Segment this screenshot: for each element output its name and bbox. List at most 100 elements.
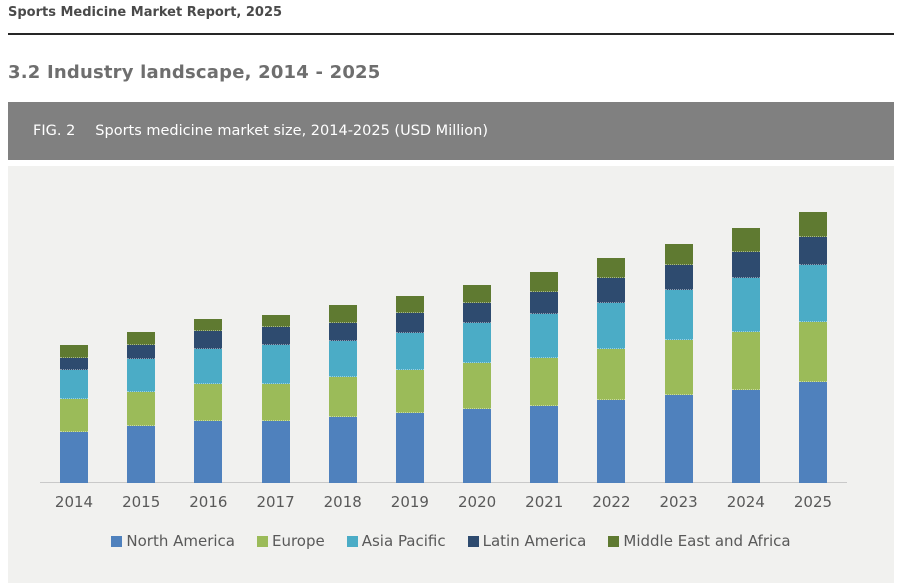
bar-segment-middle-east-and-africa bbox=[463, 285, 492, 303]
bar-segment-middle-east-and-africa bbox=[261, 315, 290, 327]
bar-segment-north-america bbox=[194, 421, 223, 483]
bar-segment-europe bbox=[463, 363, 492, 409]
bar-segment-asia-pacific bbox=[261, 345, 290, 384]
bar-segment-latin-america bbox=[798, 237, 827, 265]
x-axis-label: 2014 bbox=[54, 493, 94, 511]
bar-segment-north-america bbox=[463, 409, 492, 483]
bar-segment-europe bbox=[127, 392, 156, 426]
bar-segment-latin-america bbox=[530, 292, 559, 314]
bar-segment-middle-east-and-africa bbox=[60, 345, 88, 358]
bar-segment-north-america bbox=[328, 417, 357, 483]
bar-segment-north-america bbox=[261, 421, 290, 483]
bar-segment-latin-america bbox=[664, 265, 693, 290]
bar-segment-middle-east-and-africa bbox=[664, 244, 693, 265]
bar-segment-north-america bbox=[731, 390, 760, 483]
bar-2021 bbox=[530, 272, 559, 483]
bar-segment-latin-america bbox=[463, 303, 492, 323]
bar-segment-north-america bbox=[597, 400, 626, 483]
x-axis-label: 2019 bbox=[390, 493, 429, 511]
legend-item-middle-east-and-africa: Middle East and Africa bbox=[608, 532, 791, 550]
chart-legend: North America Europe Asia Pacific Latin Ame… bbox=[8, 532, 894, 550]
bar-2022 bbox=[597, 258, 626, 483]
legend-swatch-icon bbox=[608, 535, 620, 547]
legend-swatch-icon bbox=[111, 535, 123, 547]
figure-caption-bar: FIG. 2 Sports medicine market size, 2014… bbox=[8, 102, 894, 160]
x-axis-label: 2017 bbox=[256, 493, 295, 511]
legend-item-asia-pacific: Asia Pacific bbox=[346, 532, 446, 550]
legend-swatch-icon bbox=[346, 535, 358, 547]
x-axis-label: 2023 bbox=[659, 493, 698, 511]
bar-segment-europe bbox=[731, 332, 760, 390]
bar-2018 bbox=[328, 305, 357, 483]
x-axis-labels: 2014 2015 2016 2017 2018 2019 2020 2021 2022 2023… bbox=[8, 493, 894, 513]
bar-segment-europe bbox=[798, 322, 827, 382]
bar-segment-europe bbox=[328, 377, 357, 417]
plot-area bbox=[8, 166, 894, 483]
bar-segment-latin-america bbox=[194, 331, 223, 349]
figure-title: Sports medicine market size, 2014-2025 (… bbox=[95, 123, 489, 139]
legend-swatch-icon bbox=[467, 535, 479, 547]
bar-2024 bbox=[731, 228, 760, 483]
bar-segment-north-america bbox=[664, 395, 693, 483]
chart-panel: 2014 2015 2016 2017 2018 2019 2020 2021 2022 2023… bbox=[8, 166, 894, 583]
bar-segment-north-america bbox=[798, 382, 827, 483]
bar-segment-north-america bbox=[127, 426, 156, 483]
legend-item-europe: Europe bbox=[256, 532, 325, 550]
bar-segment-middle-east-and-africa bbox=[597, 258, 626, 278]
bar-segment-europe bbox=[395, 370, 424, 413]
bar-segment-asia-pacific bbox=[127, 359, 156, 392]
bar-2023 bbox=[664, 244, 693, 483]
bar-segment-europe bbox=[530, 358, 559, 406]
section-title: 3.2 Industry landscape, 2014 - 2025 bbox=[8, 62, 381, 83]
header-divider bbox=[8, 33, 894, 35]
bar-segment-middle-east-and-africa bbox=[127, 332, 156, 345]
legend-swatch-icon bbox=[256, 535, 268, 547]
bar-segment-asia-pacific bbox=[731, 278, 760, 332]
x-axis-label: 2016 bbox=[189, 493, 228, 511]
x-axis-label: 2025 bbox=[793, 493, 833, 511]
bar-segment-middle-east-and-africa bbox=[328, 305, 357, 323]
legend-label: Europe bbox=[271, 532, 325, 550]
bar-segment-asia-pacific bbox=[798, 265, 827, 322]
bar-segment-middle-east-and-africa bbox=[194, 319, 223, 331]
bar-segment-latin-america bbox=[60, 358, 88, 370]
bar-segment-europe bbox=[194, 384, 223, 421]
bar-segment-north-america bbox=[395, 413, 424, 483]
legend-label: Asia Pacific bbox=[361, 532, 446, 550]
bar-segment-europe bbox=[60, 399, 88, 432]
bar-segment-asia-pacific bbox=[463, 323, 492, 363]
bar-segment-latin-america bbox=[261, 327, 290, 345]
legend-label: Middle East and Africa bbox=[623, 532, 791, 550]
bar-segment-middle-east-and-africa bbox=[395, 296, 424, 313]
bar-segment-latin-america bbox=[731, 252, 760, 278]
figure-number: FIG. 2 bbox=[33, 123, 76, 139]
bar-segment-middle-east-and-africa bbox=[731, 228, 760, 252]
x-axis-label: 2021 bbox=[525, 493, 564, 511]
bar-segment-asia-pacific bbox=[395, 333, 424, 370]
bar-segment-asia-pacific bbox=[328, 341, 357, 377]
bar-2014 bbox=[60, 345, 88, 483]
x-axis-label: 2020 bbox=[457, 493, 497, 511]
bar-segment-asia-pacific bbox=[194, 349, 223, 384]
bar-2019 bbox=[395, 296, 424, 483]
legend-item-north-america: North America bbox=[111, 532, 235, 550]
bar-2015 bbox=[127, 332, 156, 483]
bar-segment-latin-america bbox=[127, 345, 156, 359]
x-axis-label: 2024 bbox=[726, 493, 765, 511]
x-axis-label: 2015 bbox=[122, 493, 161, 511]
bar-segment-latin-america bbox=[395, 313, 424, 333]
report-title: Sports Medicine Market Report, 2025 bbox=[8, 5, 283, 20]
bar-segment-asia-pacific bbox=[60, 370, 88, 399]
legend-label: North America bbox=[126, 532, 235, 550]
bar-segment-middle-east-and-africa bbox=[530, 272, 559, 292]
bar-segment-europe bbox=[261, 384, 290, 421]
bar-segment-middle-east-and-africa bbox=[798, 212, 827, 237]
bar-segment-asia-pacific bbox=[530, 314, 559, 358]
bar-2025 bbox=[798, 212, 827, 483]
bar-segment-north-america bbox=[60, 432, 88, 483]
bar-segment-asia-pacific bbox=[597, 303, 626, 349]
x-axis-line bbox=[40, 482, 847, 483]
bar-segment-europe bbox=[664, 340, 693, 395]
bar-segment-asia-pacific bbox=[664, 290, 693, 340]
